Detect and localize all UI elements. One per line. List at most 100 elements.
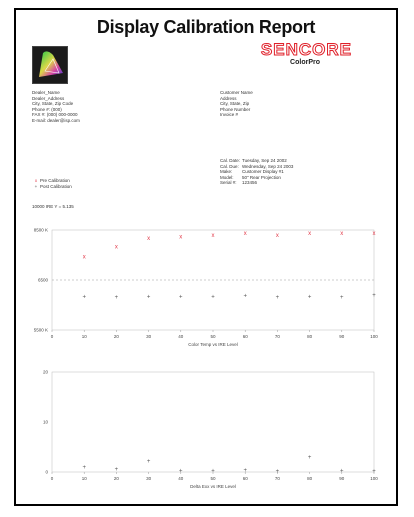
color-gamut-logo [32,46,68,84]
chart2-data-point: + [179,468,183,474]
chart1-data-point: x [212,233,215,239]
color-temp-chart: 8500 K 6500 5500 K0 10 20 30 40 50 60 70 80 90 100 Co… [34,228,379,348]
chart1-data-point: + [147,294,151,300]
chart2-x-tick-label: 80 [307,476,313,481]
chart1-data-point: x [83,254,86,260]
chart1-data-point: x [340,231,343,237]
chart2-plot-area [51,371,375,473]
post-calibration-marker: + [34,184,38,189]
chart1-y-tick-label: 6500 [38,278,49,283]
chart1-data-point: x [276,233,279,239]
chart2-data-point: + [340,468,344,474]
chart1-x-tick-label: 90 [339,334,345,339]
customer-info: Customer Name Address City, State, Zip P… [220,90,253,118]
pre-calibration-label: Pre Calibration [40,178,70,183]
chart2-data-point: + [211,468,215,474]
product-name: ColorPro [290,59,320,66]
chart1-data-point: x [179,234,182,240]
chart2-data-point: + [276,469,280,475]
chart1-y-tick-label: 5500 K [34,328,48,333]
dealer-phone: Phone #: (000) [32,106,62,112]
dealer-city: City, State, Zip Code [32,101,74,106]
chart1-data-point: + [308,294,312,300]
chart2-data-point: + [243,468,247,474]
chart1-data-point: x [115,244,118,250]
chart1-data-point: x [244,231,247,237]
chart1-x-tick-label: 40 [178,334,184,339]
chart1-data-point: + [372,293,376,299]
dealer-email: E-mail: dealer@isp.com [32,117,80,123]
chart2-data-point: + [82,465,86,471]
chart1-data-point: x [308,231,311,237]
pre-calibration-marker: x [34,178,38,183]
chart1-data-point: x [373,231,376,237]
chart1-data-point: x [147,236,150,242]
chart2-x-tick-label: 30 [146,476,152,481]
chart2-data-point: + [147,459,151,465]
customer-city: City, State, Zip [220,101,250,106]
post-calibration-label: Post Calibration [40,184,72,189]
chart1-data-point: + [115,295,119,301]
chart1-x-tick-label: 10 [82,334,88,339]
report-title: Display Calibration Report [96,17,316,37]
cal-date-label: Cal. Date: [220,158,241,163]
dealer-info: Dealer_Name Dealer_Address City, State, … [32,90,80,123]
chart1-data-point: + [82,294,86,300]
brand-logo-text: SENCORE [260,40,352,60]
chart2-y-tick-label: 10 [43,420,49,425]
chart2-y-tick-label: 20 [43,370,49,375]
cie-chromaticity-icon [39,51,63,77]
chart2-x-tick-label: 70 [275,476,281,481]
chart2-x-tick-label: 10 [82,476,88,481]
customer-invoice: Invoice # [220,112,239,117]
dealer-fax: FAX #: (000) 000-0000 [32,112,78,117]
cal-date-value: Tuesday, Sep 24 2002 [242,158,287,163]
chart1-y-tick-label: 8500 K [34,228,48,233]
customer-name: Customer Name [220,90,253,95]
legend-pre-calibration: x Pre Calibration [32,178,72,184]
chart1-data-point: + [243,293,247,299]
serial-value: 123456 [242,180,258,185]
chart2-x-axis-label: Delta Exx vs IRE Level [190,484,236,489]
chart2-y-tick-label: 0 [45,470,48,475]
chart2-x-tick-label: 20 [114,476,120,481]
model-value: 50" Rear Projection [242,174,281,180]
chart2-x-tick-label: 60 [243,476,249,481]
chart1-x-tick-label: 30 [146,334,152,339]
reference-luminance: 10000 IRE Y = 5.135 [32,204,74,209]
calibration-info: Cal. Date: Tuesday, Sep 24 2002 Cal. Due:… [220,158,293,186]
chart1-x-axis-label: Color Temp vs IRE Level [188,342,237,347]
chart-legend: x Pre Calibration + Post Calibration [32,178,72,190]
customer-phone: Phone Number [220,106,251,112]
make-label: Make: [220,169,233,174]
chart1-x-tick-label: 80 [307,334,313,339]
chart2-data-point: + [372,469,376,475]
chart1-x-tick-label: 100 [370,334,378,339]
chart1-data-point: + [211,294,215,300]
chart2-x-tick-label: 90 [339,476,345,481]
model-label: Model: [220,174,234,180]
chart2-data-point: + [308,455,312,461]
customer-address: Address [220,95,237,101]
serial-label: Serial #: [220,180,237,185]
chart2-x-tick-label: 0 [51,476,54,481]
cal-due-value: Wednesday, Sep 24 2003 [242,163,294,169]
chart2-x-tick-label: 40 [178,476,184,481]
chart1-x-tick-label: 20 [114,334,120,339]
report-page: Display Calibration Report SENCORE Color… [14,8,398,506]
chart1-x-tick-label: 50 [210,334,216,339]
chart2-x-tick-label: 50 [210,476,216,481]
make-value: Customer Display #1 [242,169,284,174]
chart1-data-point: + [179,294,183,300]
chart1-data-point: + [340,295,344,301]
chart2-data-point: + [115,467,119,473]
dealer-name: Dealer_Name [32,90,60,95]
dealer-address: Dealer_Address [32,95,65,101]
chart1-x-tick-label: 70 [275,334,281,339]
chart1-data-point: + [276,295,280,301]
chart1-x-tick-label: 60 [243,334,249,339]
chart1-x-tick-label: 0 [51,334,54,339]
cal-due-label: Cal. Due: [220,163,239,169]
legend-post-calibration: + Post Calibration [32,184,72,190]
